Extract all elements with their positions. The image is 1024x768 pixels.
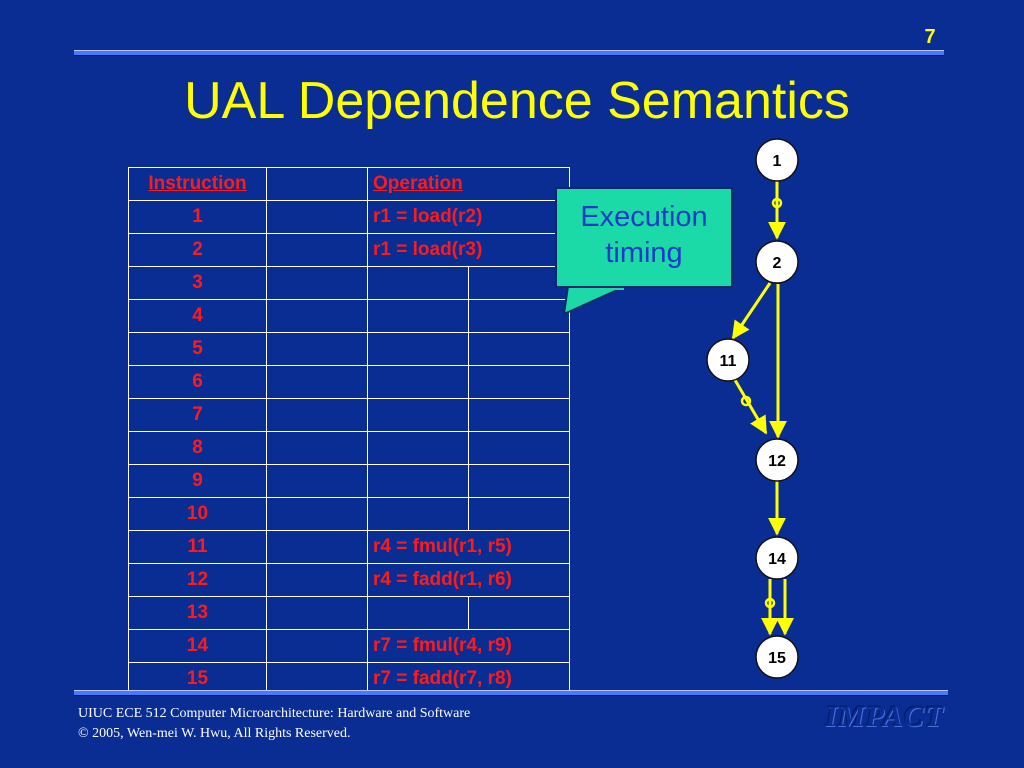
instruction-table: Instruction Operation 1 r1 = load(r2) 2 r1… <box>128 167 570 696</box>
node-2 <box>755 240 799 284</box>
node-1 <box>755 138 799 182</box>
instruction-number: 8 <box>128 431 267 465</box>
instruction-number: 10 <box>128 497 267 531</box>
table-row: 14 r7 = fmul(r4, r9) <box>128 629 570 663</box>
callout-line-2: timing <box>605 237 683 269</box>
instruction-number: 12 <box>128 563 267 597</box>
operation-cell: r7 = fmul(r4, r9) <box>367 629 570 663</box>
node-label: 14 <box>768 551 786 568</box>
table-row: 1 r1 = load(r2) <box>128 200 570 234</box>
table-row: 8 <box>128 431 570 465</box>
top-divider <box>74 50 944 56</box>
instruction-number: 4 <box>128 299 267 333</box>
node-12 <box>755 438 799 482</box>
instruction-number: 2 <box>128 233 267 267</box>
node-15 <box>755 635 799 679</box>
edge-marker-11-12 <box>740 395 752 407</box>
instruction-number: 13 <box>128 596 267 630</box>
impact-logo: IMPACT <box>825 700 944 733</box>
execution-timing-callout: Execution timing <box>555 187 733 288</box>
edge-2-11 <box>731 282 772 340</box>
table-row: 11 r4 = fmul(r1, r5) <box>128 530 570 564</box>
table-row: 9 <box>128 464 570 498</box>
edge-11-12 <box>733 379 768 435</box>
table-row: 7 <box>128 398 570 432</box>
header-instruction: Instruction <box>128 167 267 201</box>
edge-marker-14-15 <box>764 597 776 609</box>
node-11 <box>706 338 750 382</box>
footer-copyright: © 2005, Wen-mei W. Hwu, All Rights Reser… <box>78 726 351 741</box>
table-row: 10 <box>128 497 570 531</box>
edge-marker-1-2 <box>771 197 783 209</box>
table-row: 3 <box>128 266 570 300</box>
bottom-divider <box>74 690 948 696</box>
instruction-number: 9 <box>128 464 267 498</box>
instruction-number: 7 <box>128 398 267 432</box>
table-row: 4 <box>128 299 570 333</box>
node-label: 12 <box>768 453 786 470</box>
footer: UIUC ECE 512 Computer Microarchitecture:… <box>78 704 470 744</box>
table-row: 12 r4 = fadd(r1, r6) <box>128 563 570 597</box>
footer-course: UIUC ECE 512 Computer Microarchitecture:… <box>78 706 471 721</box>
instruction-number: 6 <box>128 365 267 399</box>
instruction-number: 11 <box>128 530 267 564</box>
table-row: 2 r1 = load(r3) <box>128 233 570 267</box>
slide-title: UAL Dependence Semantics <box>184 72 850 130</box>
instruction-number: 3 <box>128 266 267 300</box>
operation-cell: r1 = load(r2) <box>367 200 570 234</box>
operation-cell: r4 = fadd(r1, r6) <box>367 563 570 597</box>
table-row: 13 <box>128 596 570 630</box>
node-14 <box>755 536 799 580</box>
node-label: 2 <box>773 255 782 272</box>
operation-cell: r4 = fmul(r1, r5) <box>367 530 570 564</box>
node-label: 11 <box>720 353 737 370</box>
node-label: 15 <box>768 650 786 667</box>
table-header-row: Instruction Operation <box>128 167 570 201</box>
table-row: 6 <box>128 365 570 399</box>
page-number: 7 <box>924 26 936 48</box>
instruction-number: 14 <box>128 629 267 663</box>
node-label: 1 <box>773 153 782 170</box>
callout-line-1: Execution <box>580 201 708 233</box>
